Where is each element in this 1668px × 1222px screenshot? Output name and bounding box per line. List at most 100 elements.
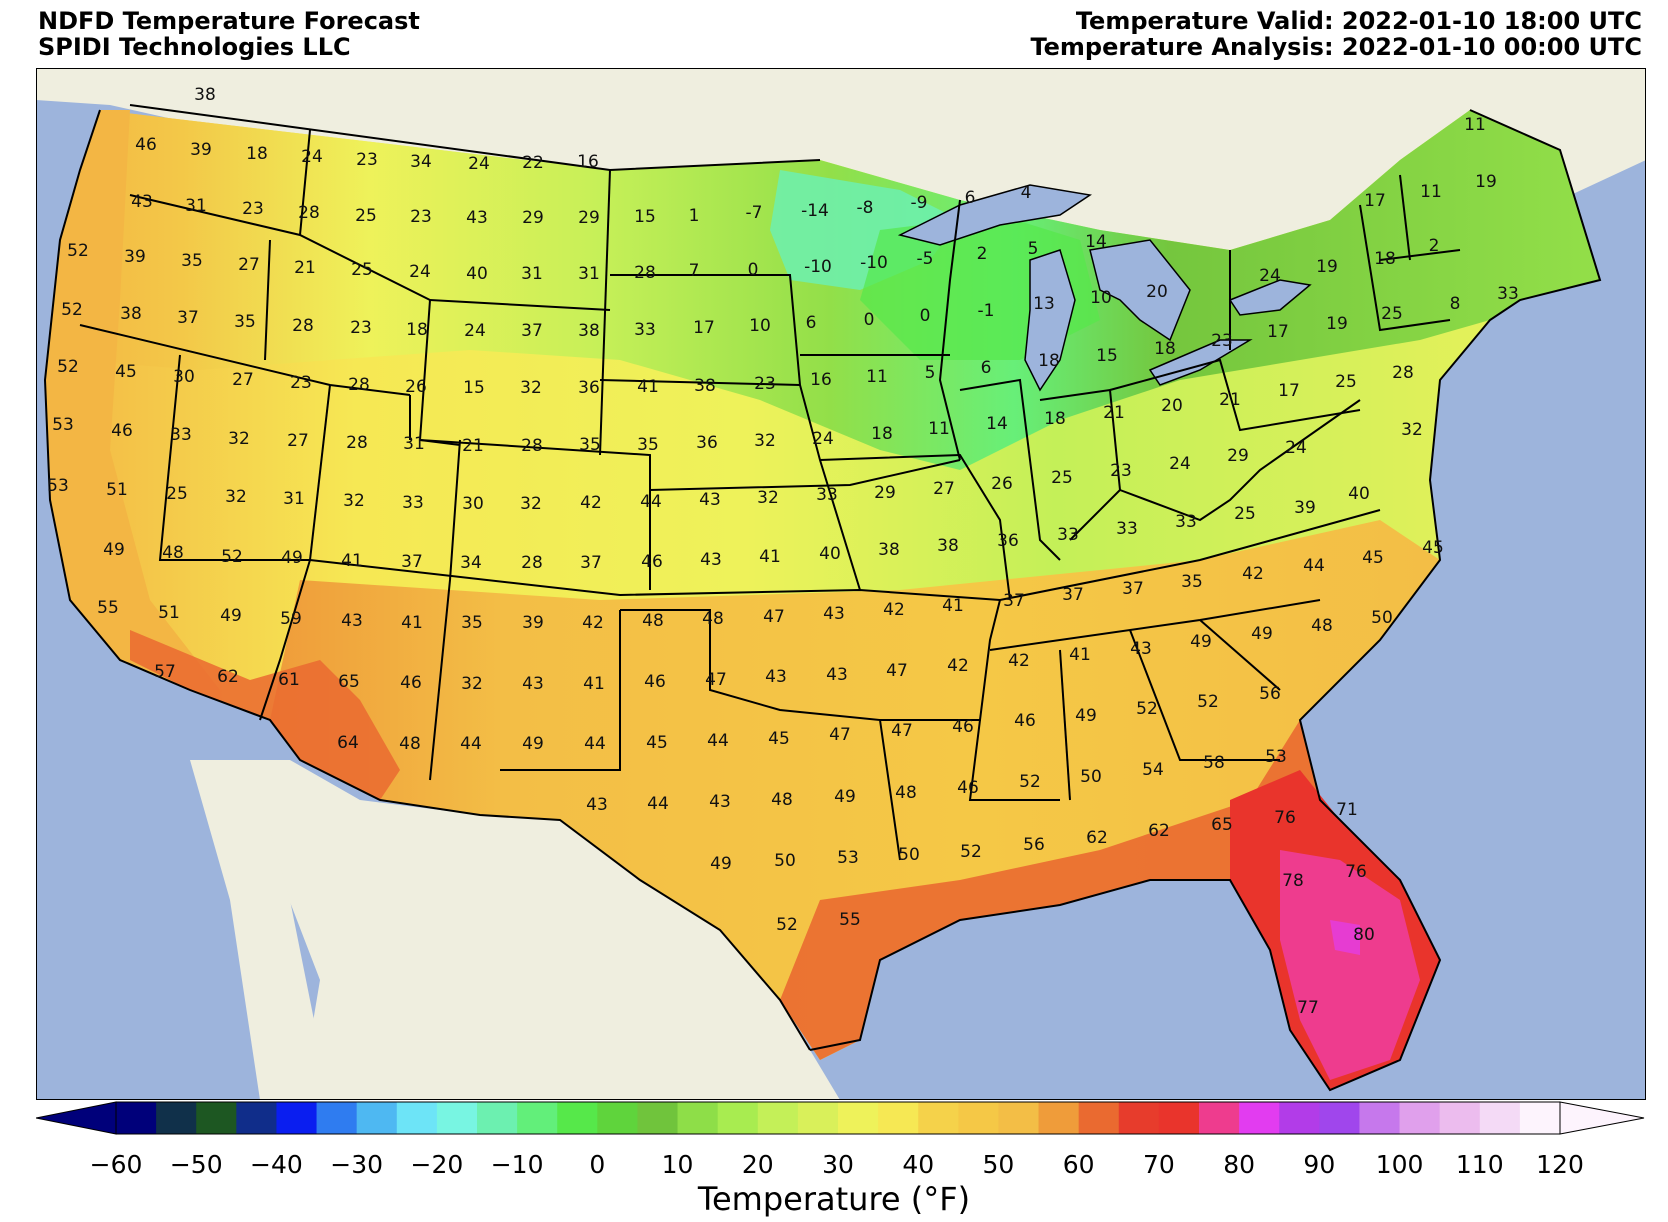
station-temp-label: 80 [1353,925,1375,945]
mexico-land [210,760,840,1100]
station-temp-label: 18 [246,144,268,164]
station-temp-label: 29 [874,483,896,503]
colorbar-cell [396,1102,438,1134]
station-temp-label: -9 [911,193,928,213]
station-temp-label: 31 [521,264,543,284]
station-temp-label: 61 [278,670,300,690]
station-temp-label: 24 [1259,266,1281,286]
station-temp-label: 11 [1464,115,1486,135]
station-temp-label: 46 [952,717,974,737]
station-temp-label: 4 [1021,183,1032,203]
station-temp-label: 77 [1297,998,1319,1018]
station-temp-label: -14 [801,201,829,221]
colorbar-cell [1199,1102,1240,1134]
colorbar-cell [156,1102,197,1134]
station-temp-label: 33 [816,485,838,505]
station-temp-label: 21 [1103,403,1125,423]
station-temp-label: 38 [937,536,959,556]
colorbar-cell [1118,1102,1160,1134]
colorbar-cell [276,1102,318,1134]
station-temp-label: 44 [707,731,729,751]
station-temp-label: 58 [1203,753,1225,773]
station-temp-label: 32 [757,488,779,508]
colorbar-tick-label: 20 [741,1150,774,1179]
lake-ontario [1228,279,1312,316]
colorbar-cell [717,1102,759,1134]
station-temp-label: 46 [111,421,133,441]
station-temp-label: 35 [461,613,483,633]
station-temp-label: 46 [957,778,979,798]
station-temp-label: 41 [637,377,659,397]
station-temp-label: 18 [1044,409,1066,429]
colorbar-cell [116,1102,157,1134]
station-temp-label: 10 [1090,288,1112,308]
station-temp-label: 19 [1326,314,1348,334]
station-temp-label: 35 [1181,572,1203,592]
station-temp-label: 43 [826,665,848,685]
station-temp-label: 53 [1265,747,1287,767]
colorbar-tick-label: −10 [490,1150,544,1179]
station-temp-label: 42 [883,600,905,620]
station-temp-label: 52 [221,547,243,567]
station-temp-label: 42 [947,656,969,676]
station-temp-label: 30 [462,494,484,514]
station-temp-label: 18 [1154,339,1176,359]
station-temp-label: 39 [522,613,544,633]
station-temp-label: 43 [699,490,721,510]
station-temp-label: 41 [341,551,363,571]
colorbar-tick-label: −60 [89,1150,143,1179]
station-temp-label: 38 [878,540,900,560]
station-temp-label: 52 [776,915,798,935]
station-temp-label: 49 [1075,706,1097,726]
station-temp-label: 25 [1234,504,1256,524]
colorbar-tick-label: −30 [330,1150,384,1179]
colorbar-cell [1359,1102,1401,1134]
station-temp-label: 5 [1028,239,1039,259]
station-temp-label: 41 [942,596,964,616]
station-temp-label: 45 [1422,538,1444,558]
station-temp-label: 2 [1429,236,1440,256]
station-temp-label: 49 [281,548,303,568]
station-temp-label: 45 [768,729,790,749]
station-temp-label: 27 [232,370,254,390]
station-temp-label: 78 [1282,871,1304,891]
station-temp-label: 28 [521,436,543,456]
station-temp-label: 23 [356,150,378,170]
station-temp-label: 42 [1242,564,1264,584]
station-temp-label: 43 [466,208,488,228]
station-temp-label: 33 [1057,525,1079,545]
station-temp-label: 47 [763,607,785,627]
station-temp-label: 37 [401,552,423,572]
header-left: NDFD Temperature Forecast SPIDI Technolo… [38,8,420,60]
station-temp-label: 13 [1033,294,1055,314]
station-temp-label: 48 [399,734,421,754]
station-temp-label: 55 [97,598,119,618]
station-temp-label: 62 [1148,821,1170,841]
station-temp-label: 39 [124,247,146,267]
station-temp-label: 40 [466,264,488,284]
station-temp-label: 38 [194,85,216,105]
station-temp-label: 37 [1003,591,1025,611]
station-temp-label: 43 [522,674,544,694]
station-temp-label: 0 [748,260,759,280]
station-temp-label: 0 [864,310,875,330]
station-temp-label: 16 [577,152,599,172]
station-temp-label: 42 [580,493,602,513]
station-temp-label: 15 [463,378,485,398]
station-temp-label: 76 [1274,808,1296,828]
station-temp-label: 76 [1345,862,1367,882]
station-temp-label: 48 [162,543,184,563]
station-temp-label: 48 [895,783,917,803]
station-temp-label: 23 [350,318,372,338]
station-temp-label: 56 [1259,684,1281,704]
station-temp-label: 44 [647,794,669,814]
station-temp-label: 59 [280,609,302,629]
colorbar-cell [677,1102,719,1134]
station-temp-label: 15 [1096,346,1118,366]
colorbar-cell [958,1102,999,1134]
station-temp-label: 16 [810,370,832,390]
station-temp-label: 31 [283,489,305,509]
station-temp-label: 44 [460,734,482,754]
colorbar-cell [838,1102,879,1134]
station-temp-label: 33 [402,493,424,513]
